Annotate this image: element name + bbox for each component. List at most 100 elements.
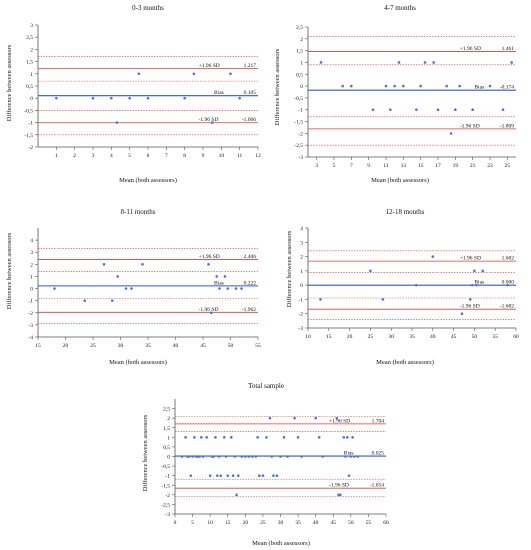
lower-loa-value: -1.962 — [242, 307, 256, 313]
lower-loa-value: -1.006 — [242, 117, 256, 123]
y-tick-label: 2 — [30, 262, 33, 268]
data-point — [217, 455, 221, 458]
lower-loa-value: -1.654 — [370, 483, 384, 489]
data-point — [224, 455, 228, 458]
data-point — [471, 108, 474, 112]
data-point — [205, 436, 208, 439]
data-point — [342, 436, 346, 439]
data-point — [146, 96, 150, 100]
panel-total-sample: Total sample Difference between assessor… — [142, 382, 389, 547]
data-point — [356, 455, 360, 458]
data-point — [353, 455, 356, 458]
data-point — [384, 84, 388, 88]
y-tick-label: 0,5 — [163, 445, 170, 451]
x-axis-label: Mean (both assessors) — [371, 177, 429, 184]
data-point — [210, 121, 214, 124]
panel-12-18-months: 12-18 months Difference between assessor… — [286, 208, 519, 366]
y-tick-label: -1,5 — [294, 120, 303, 126]
data-point — [200, 436, 203, 439]
panel-title: Total sample — [248, 382, 284, 390]
y-tick-label: 1 — [300, 269, 303, 275]
data-point — [350, 84, 353, 88]
data-point — [229, 72, 232, 76]
upper-loa-value: 1.217 — [244, 63, 257, 69]
data-point — [317, 436, 321, 439]
data-point — [251, 455, 254, 458]
upper-loa-label: +1.96 SD — [199, 63, 220, 69]
data-point — [335, 416, 339, 420]
y-tick-label: -3 — [298, 155, 303, 161]
data-point — [338, 493, 342, 497]
x-tick-label: 40 — [313, 520, 319, 526]
data-point — [247, 455, 251, 458]
x-tick-label: 9 — [367, 163, 370, 169]
data-point — [381, 298, 385, 301]
data-point — [423, 61, 427, 64]
y-axis-label: Difference between assessors — [142, 414, 149, 491]
data-point — [261, 474, 265, 477]
y-tick-label: 1,5 — [26, 60, 33, 66]
data-point — [510, 61, 513, 64]
x-tick-label: 9 — [202, 153, 205, 159]
data-point — [501, 108, 505, 112]
data-point — [192, 72, 196, 76]
x-tick-label: 35 — [409, 334, 415, 340]
data-point — [458, 84, 461, 88]
x-tick-label: 30 — [118, 343, 124, 349]
data-point — [91, 96, 95, 100]
x-tick-label: 55 — [492, 334, 498, 340]
bias-value: 0.000 — [502, 280, 515, 286]
data-point — [226, 474, 230, 477]
data-point — [234, 287, 238, 290]
y-tick-label: 1 — [30, 274, 33, 280]
x-tick-label: 8 — [183, 153, 186, 159]
panel-title: 8-11 months — [121, 208, 156, 216]
x-tick-label: 1 — [55, 153, 58, 159]
data-point — [116, 275, 120, 278]
data-point — [53, 287, 56, 290]
x-tick-label: 4 — [110, 153, 113, 159]
bias-label: Bias — [474, 85, 484, 91]
data-point — [244, 455, 247, 458]
y-tick-label: -1,5 — [24, 133, 33, 139]
data-point — [209, 311, 213, 315]
data-point — [393, 84, 396, 88]
lower-loa-label: -1.96 SD — [199, 307, 219, 313]
y-axis-label: Difference between assessors — [6, 44, 13, 121]
data-point — [124, 287, 128, 290]
upper-loa-value: 1.704 — [372, 418, 385, 424]
data-point — [349, 455, 353, 458]
y-tick-label: 1,5 — [296, 49, 303, 55]
lower-loa-label: -1.96 SD — [199, 117, 219, 123]
x-tick-label: 45 — [200, 343, 206, 349]
data-point — [110, 96, 113, 100]
panel-4-7-months: 4-7 months Difference between assessors … — [274, 4, 516, 184]
data-point — [258, 474, 261, 477]
data-point — [141, 263, 144, 266]
data-point — [191, 455, 194, 458]
data-point — [268, 416, 272, 420]
data-point — [222, 436, 226, 439]
data-point — [460, 312, 464, 316]
data-point — [432, 61, 435, 64]
x-tick-label: 50 — [348, 520, 354, 526]
x-tick-label: 40 — [430, 334, 436, 340]
x-axis-label: Mean (both assessors) — [119, 177, 177, 184]
y-tick-label: -2 — [165, 493, 170, 499]
x-tick-label: 17 — [435, 163, 441, 169]
lower-loa-label: -1.96 SD — [329, 483, 349, 489]
y-tick-label: -1 — [28, 299, 33, 305]
data-point — [137, 72, 141, 76]
data-point — [431, 255, 435, 258]
x-tick-label: 35 — [295, 520, 301, 526]
y-tick-label: -2 — [28, 311, 33, 317]
y-tick-label: -1 — [165, 474, 170, 480]
x-tick-label: 60 — [383, 520, 389, 526]
x-tick-label: 5 — [191, 520, 194, 526]
y-tick-label: -2,5 — [161, 502, 170, 508]
panel-8-11-months: 8-11 months Difference between assessors… — [6, 208, 261, 366]
data-point — [468, 298, 472, 301]
y-tick-label: 0 — [300, 283, 303, 289]
data-point — [272, 474, 275, 477]
lower-loa-value: -1.682 — [500, 304, 514, 310]
